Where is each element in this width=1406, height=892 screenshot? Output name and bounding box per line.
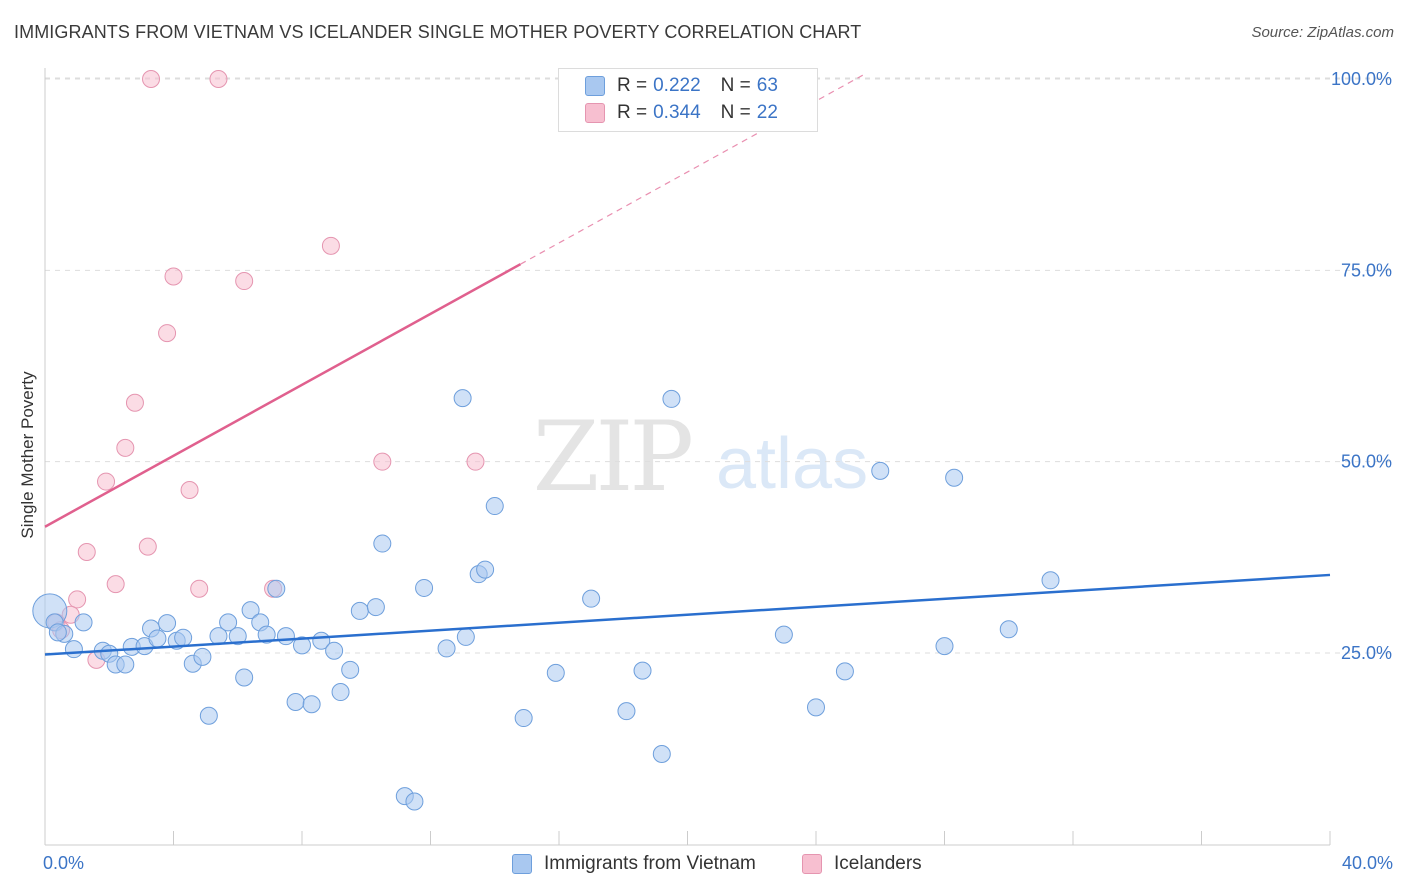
vietnam-point	[485, 497, 504, 516]
vietnam-point	[582, 589, 601, 608]
y-tick-label: 50.0%	[1341, 452, 1392, 472]
icelanders-point	[97, 472, 116, 491]
y-tick-label: 75.0%	[1341, 260, 1392, 280]
y-tick-label: 100.0%	[1331, 69, 1392, 89]
vietnam-point	[652, 745, 671, 764]
vietnam-point	[546, 663, 565, 682]
vietnam-point	[199, 706, 218, 725]
vietnam-point	[241, 601, 260, 620]
x-tick-label: 40.0%	[1342, 853, 1393, 873]
vietnam-point	[235, 668, 254, 687]
legend-row-vietnam: R = 0.222 N = 63	[585, 73, 778, 99]
icelanders-point	[138, 537, 157, 556]
watermark-zip: ZIP	[533, 401, 692, 513]
blue-swatch-icon	[585, 76, 605, 96]
y-tick-label: 25.0%	[1341, 643, 1392, 663]
n-label: N =	[720, 102, 751, 123]
icelanders-point	[125, 393, 144, 412]
x-tick-label: 0.0%	[43, 853, 84, 873]
vietnam-point	[415, 578, 434, 597]
icelanders-point	[466, 452, 485, 471]
vietnam-point	[48, 623, 67, 642]
vietnam-point	[476, 560, 495, 579]
vietnam-point	[835, 662, 854, 681]
icelanders-point	[116, 438, 135, 457]
vietnam-point	[999, 620, 1018, 639]
vietnam-point	[807, 698, 825, 717]
vietnam-point	[228, 627, 247, 646]
blue-swatch-icon	[512, 854, 532, 874]
vietnam-point	[366, 598, 385, 617]
vietnam-point	[331, 683, 350, 702]
legend-label-vietnam: Immigrants from Vietnam	[544, 853, 756, 874]
vietnam-point	[257, 625, 276, 644]
vietnam-point	[158, 614, 177, 633]
icelanders-point	[158, 324, 177, 343]
source-credit: Source: ZipAtlas.com	[1251, 24, 1394, 41]
vietnam-trend-line	[44, 573, 1331, 656]
vietnam-point	[514, 709, 533, 728]
legend-row-icelanders: R = 0.344 N = 22	[585, 100, 778, 126]
r-value: 0.222	[653, 75, 701, 96]
pink-swatch-icon	[802, 854, 822, 874]
icelanders-point	[164, 267, 183, 286]
vietnam-point	[286, 692, 305, 711]
icelanders-point	[209, 70, 228, 88]
correlation-legend: R = 0.222 N = 63 R = 0.344 N = 22	[558, 68, 818, 132]
icelanders-point	[142, 70, 161, 88]
watermark-atlas: atlas	[716, 424, 868, 504]
vietnam-point	[148, 629, 167, 648]
vietnam-point	[293, 636, 311, 655]
legend-item-icelanders: Icelanders	[802, 852, 922, 876]
vietnam-point	[267, 579, 286, 598]
legend-item-vietnam: Immigrants from Vietnam	[512, 852, 756, 876]
vietnam-point	[456, 627, 475, 646]
vietnam-point	[193, 647, 212, 666]
vietnam-point	[405, 792, 424, 811]
pink-swatch-icon	[585, 103, 605, 123]
icelanders-point	[235, 272, 254, 291]
icelanders-point	[190, 579, 209, 598]
vietnam-point	[174, 628, 193, 647]
vietnam-point	[1041, 571, 1060, 590]
vietnam-point	[325, 641, 344, 660]
vietnam-point	[74, 613, 93, 632]
icelanders-point	[321, 236, 340, 255]
icelanders-point	[373, 452, 392, 471]
vietnam-point	[453, 389, 472, 408]
vietnam-point	[350, 601, 369, 620]
r-label: R =	[617, 75, 648, 96]
vietnam-point	[64, 640, 83, 659]
vietnam-point	[437, 639, 456, 658]
vietnam-point	[302, 695, 321, 714]
icelanders-point	[77, 542, 96, 561]
vietnam-point	[116, 655, 135, 674]
n-value: 63	[756, 75, 778, 96]
vietnam-point	[774, 625, 793, 644]
vietnam-point	[373, 534, 392, 553]
vietnam-point	[945, 468, 964, 487]
icelanders-point	[68, 590, 87, 609]
vietnam-point	[662, 389, 681, 408]
vietnam-point	[219, 613, 238, 632]
legend-label-icelanders: Icelanders	[834, 853, 922, 874]
chart-title: IMMIGRANTS FROM VIETNAM VS ICELANDER SIN…	[14, 22, 862, 42]
vietnam-point	[871, 461, 890, 480]
r-value: 0.344	[653, 102, 701, 123]
icelanders-trend-line	[44, 263, 522, 528]
vietnam-point	[276, 627, 295, 646]
vietnam-point	[633, 661, 652, 680]
n-label: N =	[720, 75, 751, 96]
r-label: R =	[617, 102, 648, 123]
vietnam-point	[935, 637, 954, 656]
n-value: 22	[756, 102, 778, 123]
vietnam-point	[617, 702, 636, 721]
icelanders-point	[180, 480, 199, 499]
vietnam-point	[341, 660, 360, 679]
icelanders-point	[106, 575, 125, 594]
